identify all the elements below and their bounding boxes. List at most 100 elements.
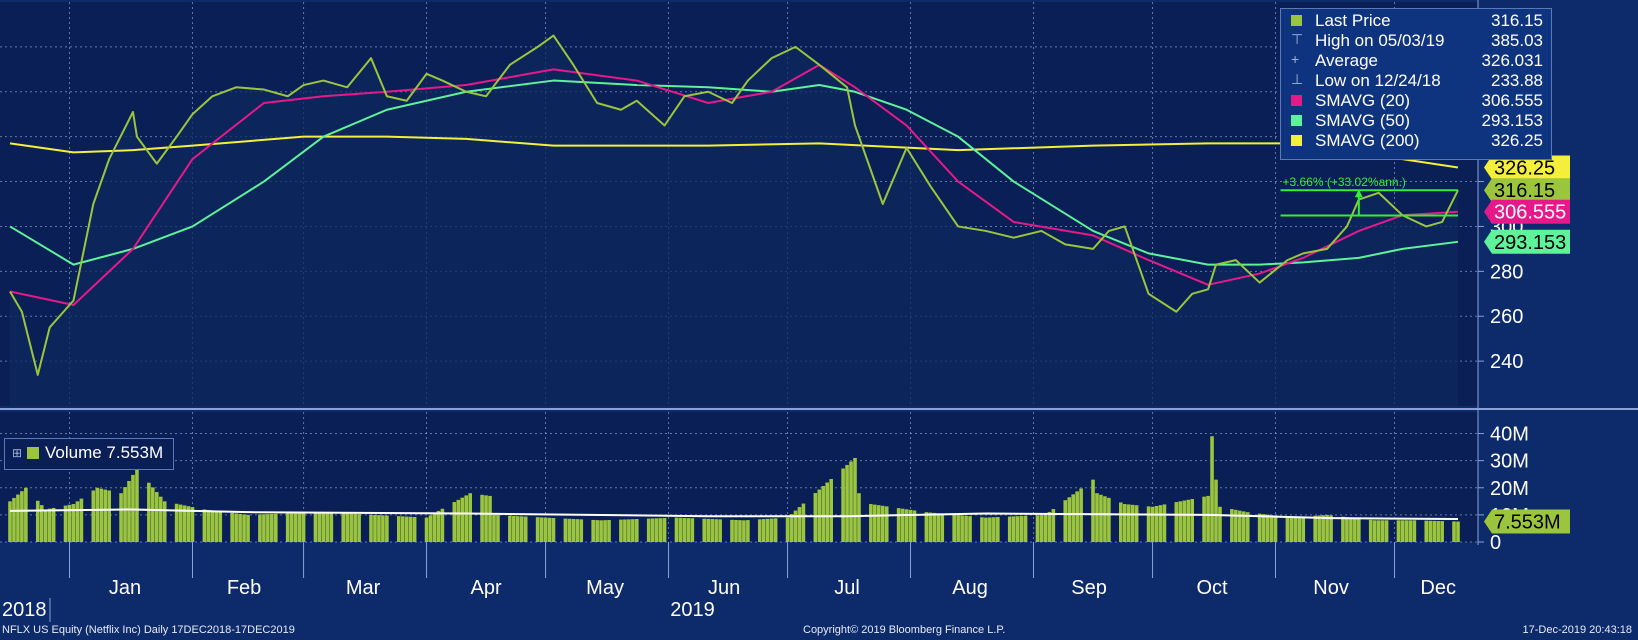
volume-bar	[646, 518, 651, 542]
last-volume-text: 7.553M	[1494, 512, 1561, 534]
volume-bar	[369, 514, 373, 542]
volume-bar	[1023, 515, 1028, 542]
volume-bar	[523, 516, 528, 542]
volume-bar	[1035, 515, 1040, 542]
volume-bar	[980, 517, 984, 542]
volume-bar	[385, 515, 389, 542]
volume-bar	[1297, 516, 1302, 542]
volume-bar	[79, 498, 84, 542]
volume-bar	[841, 468, 845, 542]
volume-bar	[210, 510, 215, 542]
volume-bar	[730, 519, 734, 542]
volume-bar	[1122, 504, 1127, 542]
last-price-line	[9, 34, 1459, 376]
volume-bar	[1293, 517, 1298, 542]
volume-bar	[769, 518, 774, 542]
volume-bar	[135, 468, 139, 542]
y-tick-label: 40M	[1490, 424, 1529, 446]
volume-bar	[273, 513, 278, 542]
legend-swatch-sma50	[1291, 115, 1302, 126]
y-tick-label: 20M	[1490, 478, 1529, 500]
volume-bar	[690, 518, 695, 542]
volume-bar	[960, 515, 964, 542]
volume-bar	[924, 512, 929, 542]
volume-bar	[928, 512, 933, 542]
volume-bar	[1178, 501, 1183, 542]
x-tick-label: Jun	[708, 577, 740, 599]
volume-bar	[329, 512, 334, 542]
volume-bar	[1384, 520, 1389, 542]
legend-value: 316.15	[1491, 11, 1543, 30]
volume-bar	[424, 517, 429, 542]
volume-bar	[1241, 511, 1246, 542]
volume-bar	[373, 514, 377, 542]
volume-bar	[1047, 511, 1052, 542]
volume-bar	[1329, 515, 1333, 542]
volume-bar	[1273, 515, 1278, 542]
volume-bar	[968, 516, 972, 542]
volume-bar	[39, 505, 44, 542]
volume-bar	[8, 501, 12, 542]
volume-bar	[992, 517, 996, 542]
volume-bar	[623, 519, 627, 542]
volume-bar	[43, 509, 48, 542]
volume-bar	[1345, 517, 1349, 542]
volume-bar	[718, 519, 722, 542]
legend-row-last-price: Last Price 316.15	[1281, 11, 1551, 31]
volume-bar	[1357, 518, 1361, 542]
x-tick-label: Sep	[1071, 577, 1107, 599]
volume-bar	[1214, 479, 1218, 542]
volume-bar	[996, 517, 1000, 542]
volume-bar	[1210, 436, 1214, 542]
volume-bar	[71, 504, 76, 542]
volume-bar	[1325, 514, 1329, 542]
volume-bar	[1269, 515, 1274, 542]
volume-bar	[936, 513, 941, 542]
volume-bar	[35, 500, 40, 542]
legend-row-average: + Average 326.031	[1281, 51, 1551, 71]
last-value-label: 316.15	[1484, 178, 1570, 203]
volume-bar	[619, 519, 623, 542]
volume-bar	[952, 514, 956, 542]
volume-bar	[761, 519, 766, 542]
last-value-label: 293.153	[1484, 229, 1570, 254]
volume-bar	[158, 496, 163, 542]
volume-bar	[595, 520, 599, 542]
volume-bar	[797, 507, 802, 542]
volume-bar	[230, 512, 234, 542]
volume-bar	[912, 510, 917, 542]
last-value-box	[1484, 199, 1570, 224]
legend-value: 326.031	[1481, 51, 1543, 70]
last-volume-label: 7.553M	[1484, 509, 1570, 534]
volume-bar	[301, 512, 306, 542]
volume-bar	[99, 488, 104, 542]
x-tick-label: Jan	[109, 577, 141, 599]
legend-swatch-sma200	[1291, 135, 1302, 146]
volume-bars	[8, 436, 1460, 542]
volume-bar	[1091, 479, 1095, 542]
volume-bar	[682, 517, 687, 542]
volume-bar	[579, 519, 584, 542]
volume-bar	[377, 515, 381, 542]
volume-bar	[706, 518, 711, 542]
volume-bar	[1099, 494, 1103, 542]
price-area-fill	[10, 35, 1458, 406]
volume-bar	[47, 508, 52, 542]
volume-bar	[964, 515, 968, 542]
volume-bar	[190, 507, 195, 542]
volume-bar	[95, 487, 100, 542]
volume-bar	[956, 515, 960, 542]
volume-bar	[635, 519, 639, 542]
volume-bar	[539, 517, 544, 542]
volume-bar	[757, 519, 762, 542]
volume-bar	[1353, 518, 1357, 542]
expand-icon[interactable]: ⊞	[12, 446, 23, 460]
volume-bar	[627, 519, 631, 542]
volume-bar	[1051, 509, 1056, 542]
volume-bar	[1400, 520, 1405, 542]
legend-value: 326.25	[1491, 131, 1543, 150]
low-marker-icon: ⊥	[1291, 71, 1304, 87]
volume-bar	[147, 482, 151, 542]
volume-bar	[456, 499, 461, 542]
sma50-line	[9, 79, 1459, 266]
